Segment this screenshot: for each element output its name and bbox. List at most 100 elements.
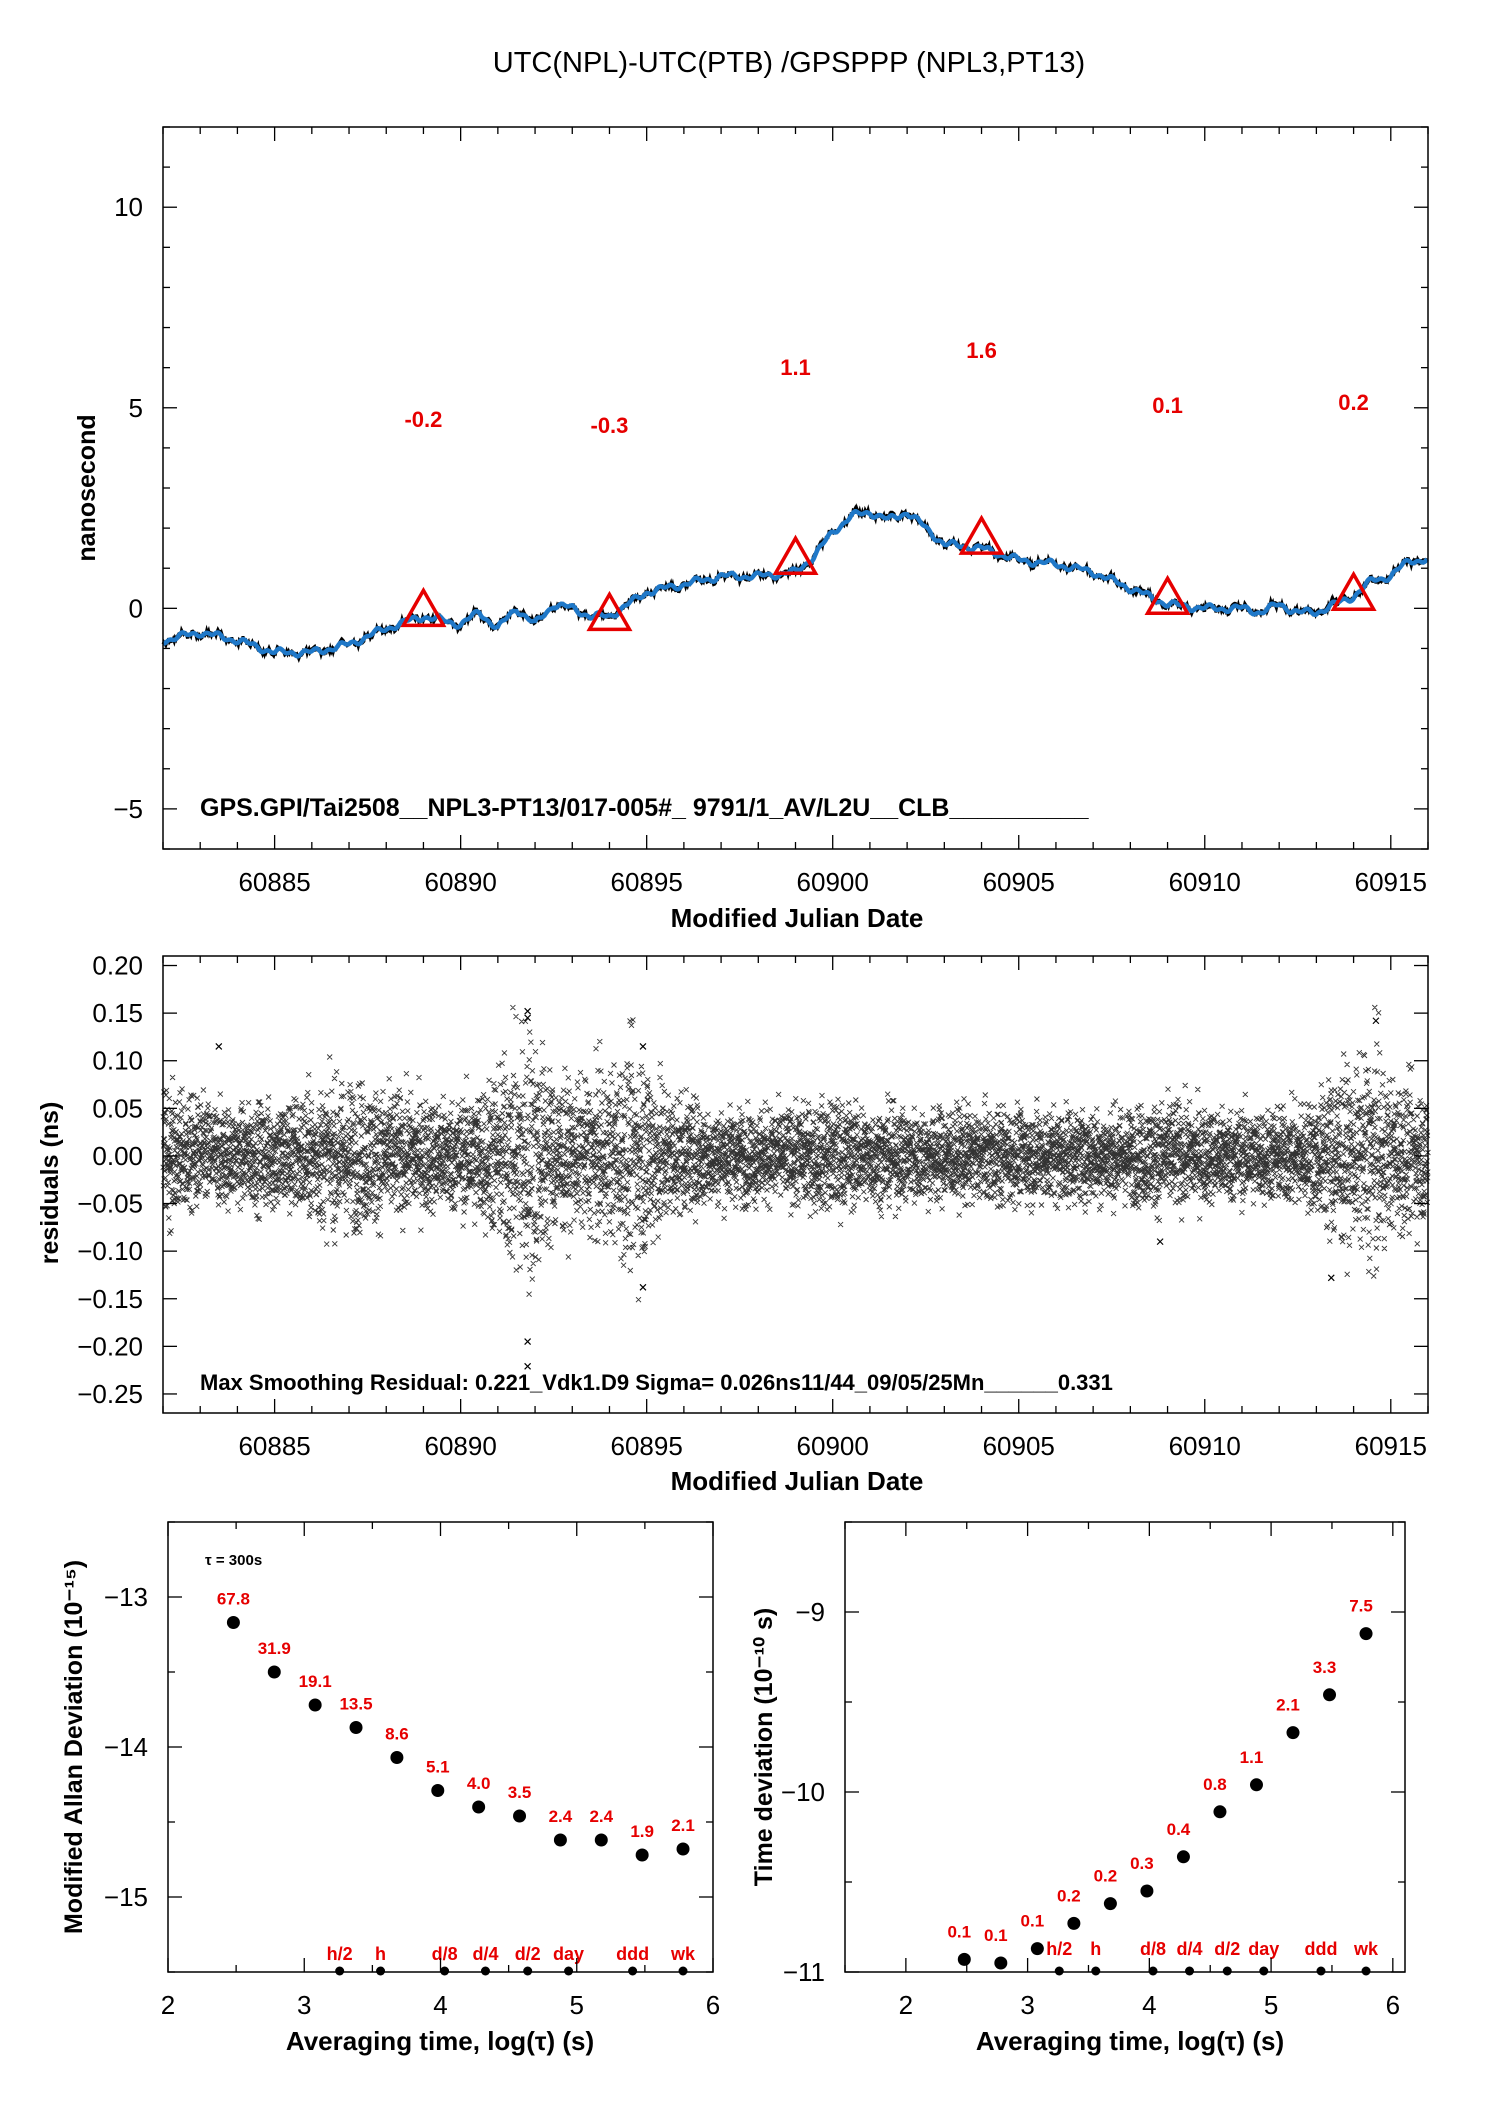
data-point-label: 0.8: [1203, 1775, 1227, 1794]
data-point-label: 2.4: [549, 1807, 573, 1826]
residuals-chart-annotation: Max Smoothing Residual: 0.221_Vdk1.D9 Si…: [200, 1370, 1113, 1395]
x-tick-label: 5: [570, 1990, 584, 2020]
data-point: [226, 1616, 240, 1629]
tdev-chart-plot-area: 0.1 0.1 0.1 0.2 0.2 0.3 0.4 0.8 1.1 2.1 3.3 7.5 h/2 h…: [947, 1597, 1379, 1976]
residual-outlier: [1156, 1238, 1164, 1246]
data-point-label: 19.1: [299, 1672, 332, 1691]
data-point: [1359, 1627, 1373, 1641]
x-tick-label: 6: [1386, 1990, 1400, 2020]
residual-outlier: [524, 1007, 532, 1015]
x-tick-label: 3: [1020, 1990, 1034, 2020]
residual-outlier: [524, 1338, 532, 1346]
marker-label: -0.2: [404, 407, 442, 432]
time-marker: [1361, 1966, 1371, 1976]
data-point-label: 1.9: [630, 1822, 654, 1841]
time-marker: [335, 1966, 345, 1976]
time-marker: [523, 1966, 533, 1976]
x-tick-label: 60905: [983, 867, 1055, 897]
time-marker-label: wk: [670, 1944, 696, 1964]
data-point: [513, 1809, 527, 1823]
data-point-label: 5.1: [426, 1758, 450, 1777]
residuals-chart-y-axis-label: residuals (ns): [36, 1102, 64, 1265]
x-tick-label: 60895: [611, 867, 683, 897]
x-tick-label: 5: [1264, 1990, 1278, 2020]
time-marker-label: d/8: [432, 1944, 458, 1964]
time-marker: [628, 1966, 638, 1976]
y-tick-label: −15: [104, 1882, 148, 1912]
x-tick-label: 60885: [238, 1431, 310, 1461]
residual-outlier: [524, 1014, 532, 1022]
data-point: [1030, 1942, 1044, 1956]
data-point-label: 1.1: [1240, 1748, 1264, 1767]
residual-outlier: [1372, 1017, 1380, 1025]
time-marker-label: wk: [1353, 1939, 1379, 1959]
time-marker: [1316, 1966, 1326, 1976]
data-point: [1286, 1726, 1300, 1740]
x-tick-label: 60900: [797, 1431, 869, 1461]
x-tick-label: 60885: [238, 867, 310, 897]
y-tick-label: 0.05: [92, 1093, 143, 1123]
x-tick-label: 60890: [424, 867, 496, 897]
data-point: [431, 1784, 445, 1797]
x-tick-label: 2: [899, 1990, 913, 2020]
y-tick-label: −0.10: [77, 1236, 143, 1266]
data-point: [553, 1833, 567, 1847]
time-marker-label: day: [1248, 1939, 1279, 1959]
data-point: [635, 1848, 649, 1862]
marker-triangle: [772, 534, 819, 575]
data-point: [1213, 1805, 1227, 1819]
marker-label: 1.6: [966, 338, 997, 363]
data-point-label: 2.1: [671, 1816, 695, 1835]
mdev-chart-axes: 2 3 4 5 6 −13 −14 −15: [104, 1521, 720, 2020]
data-point-label: 0.3: [1130, 1854, 1154, 1873]
data-point-label: 4.0: [467, 1774, 491, 1793]
y-tick-label: −0.20: [77, 1331, 143, 1361]
marker-triangle: [1330, 570, 1377, 612]
x-tick-label: 60890: [424, 1431, 496, 1461]
data-point: [1176, 1850, 1190, 1864]
time-marker: [1091, 1966, 1101, 1976]
x-tick-label: 60895: [611, 1431, 683, 1461]
time-marker-label: d/2: [1214, 1939, 1240, 1959]
data-point: [676, 1842, 690, 1856]
mdev-chart-y-axis-label: Modified Allan Deviation (10⁻¹⁵): [60, 1560, 88, 1934]
x-tick-label: 60915: [1355, 867, 1427, 897]
data-point-label: 2.1: [1276, 1696, 1300, 1715]
y-tick-label: 0.20: [92, 951, 143, 981]
data-point-label: 8.6: [385, 1725, 409, 1744]
top-chart-y-axis-label: nanosecond: [73, 414, 101, 561]
y-tick-label: 0.00: [92, 1141, 143, 1171]
time-marker: [1222, 1966, 1232, 1976]
residual-outlier: [524, 1362, 532, 1370]
data-point: [957, 1952, 971, 1966]
y-tick-label: 0.10: [92, 1046, 143, 1076]
time-marker-label: h: [1090, 1939, 1101, 1959]
residuals-chart-axes: 60885 60890 60895 60900 60905 60910 60915 0.20 0…: [77, 951, 1429, 1461]
data-point: [472, 1800, 486, 1814]
data-point: [390, 1751, 404, 1764]
residual-outlier: [1327, 1274, 1335, 1282]
time-marker-label: d/4: [1177, 1939, 1203, 1959]
tdev-chart-y-axis-label: Time deviation (10⁻¹⁰ s): [750, 1608, 778, 1886]
data-point-label: 0.1: [984, 1926, 1008, 1945]
marker-triangle: [958, 514, 1005, 555]
tdev-chart-frame: [844, 1521, 1406, 1973]
series-line: [162, 509, 1429, 659]
top-chart-plot-area: [161, 502, 1429, 663]
x-tick-label: 60915: [1355, 1431, 1427, 1461]
time-marker-label: ddd: [616, 1944, 649, 1964]
top-chart-annotation: GPS.GPI/Tai2508__NPL3-PT13/017-005#_ 979…: [200, 794, 1090, 822]
data-point: [1067, 1916, 1081, 1930]
data-point-label: 3.5: [508, 1783, 532, 1802]
y-tick-label: −11: [783, 1957, 825, 1987]
residual-points: [160, 1004, 1431, 1303]
tdev-chart-x-axis-label: Averaging time, log(τ) (s): [976, 2026, 1284, 2056]
data-point-label: 13.5: [339, 1695, 372, 1714]
time-marker: [1259, 1966, 1269, 1976]
mdev-chart-x-axis-label: Averaging time, log(τ) (s): [286, 2026, 594, 2056]
top-chart-markers: -0.2 -0.3 1.1 1.6 0.1 0.2: [400, 338, 1377, 632]
data-point: [994, 1956, 1008, 1970]
data-point-label: 0.2: [1057, 1886, 1081, 1905]
time-marker-label: h/2: [1046, 1939, 1072, 1959]
